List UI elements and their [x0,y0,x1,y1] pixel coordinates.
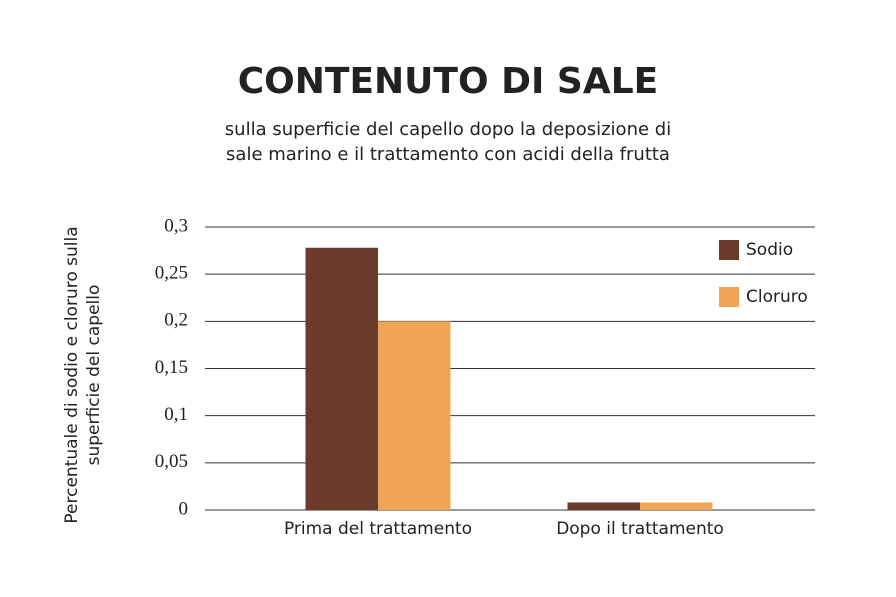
x-tick-label: Dopo il trattamento [556,519,724,539]
y-tick-label: 0 [179,498,189,519]
y-tick-label: 0,05 [155,451,188,472]
y-tick-label: 0,1 [164,404,188,425]
x-tick-label: Prima del trattamento [284,519,472,539]
chart-subtitle: sulla superficie del capello dopo la dep… [225,119,671,140]
bar [305,247,378,510]
y-tick-label: 0,2 [164,310,188,331]
legend-label: Cloruro [746,287,808,307]
y-tick-label: 0,25 [155,263,188,284]
bar [378,321,451,510]
y-axis-title: Percentuale di sodio e cloruro sulla sup… [62,226,104,523]
bar [640,502,713,510]
chart-subtitle: sale marino e il trattamento con acidi d… [226,144,670,165]
y-axis-title-line: superficie del capello [84,285,104,466]
legend-label: Sodio [746,240,793,260]
y-tick-label: 0,15 [155,357,188,378]
y-axis-title-line: Percentuale di sodio e cloruro sulla [62,226,82,523]
y-tick-label: 0,3 [164,215,188,236]
legend-swatch [719,287,739,307]
chart-title: CONTENUTO DI SALE [238,61,659,102]
legend-swatch [719,240,739,260]
bar [567,502,640,510]
